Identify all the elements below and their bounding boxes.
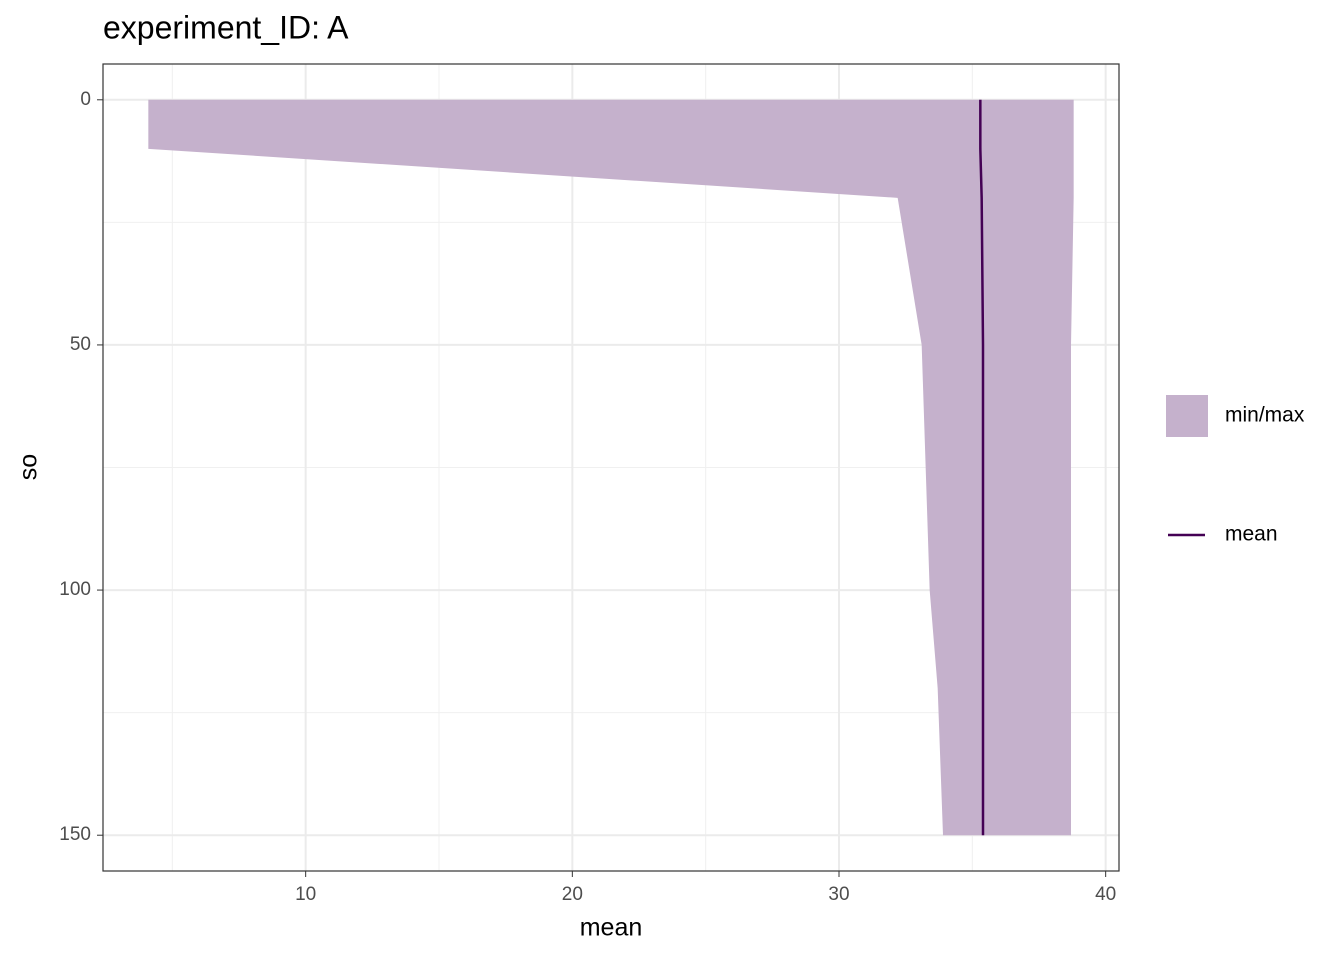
x-tick-label: 10 bbox=[295, 884, 316, 905]
x-tick-label: 30 bbox=[828, 884, 849, 905]
x-tick-label: 20 bbox=[562, 884, 583, 905]
x-tick-label: 40 bbox=[1095, 884, 1116, 905]
mean-line bbox=[979, 99, 985, 836]
legend-label: min/max bbox=[1225, 404, 1305, 427]
chart-title: experiment_ID: A bbox=[103, 9, 349, 45]
y-tick-label: 50 bbox=[70, 334, 91, 355]
x-axis-title: mean bbox=[580, 914, 643, 942]
y-tick-label: 150 bbox=[59, 824, 91, 845]
y-axis-title: so bbox=[15, 454, 43, 480]
y-tick-label: 100 bbox=[59, 579, 91, 600]
y-tick-label: 0 bbox=[80, 89, 91, 110]
panel-border bbox=[102, 63, 1120, 872]
legend-label: mean bbox=[1225, 523, 1278, 546]
legend-swatch bbox=[1166, 395, 1208, 437]
